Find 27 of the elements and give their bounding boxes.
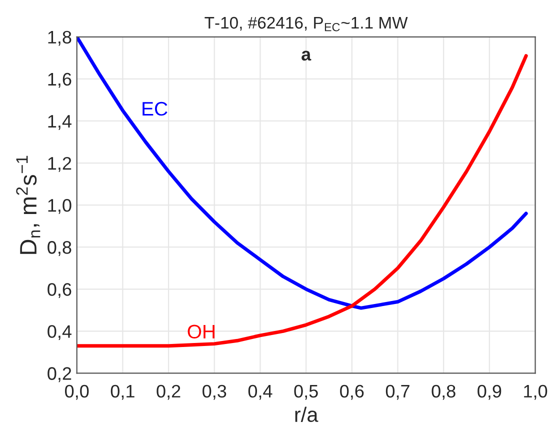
x-tick-label: 0,1 [110,384,134,400]
y-tick-label: 1,2 [48,156,72,172]
y-tick-label: 0,8 [48,241,72,256]
chart-title: T-10, #62416, P$_{EC}$~1.1 MW [204,16,408,32]
x-tick-label: 0,9 [478,384,502,400]
series-label: OH [188,324,214,339]
y-tick-label: 0,6 [48,283,72,298]
y-tick-label: 1,6 [48,72,72,88]
annotation: a [302,50,312,61]
line-series [76,36,528,310]
x-tick-label: 1,0 [524,384,548,400]
x-axis-title: r/a [295,406,318,422]
x-tick-label: 0,4 [248,384,272,400]
x-tick-label: 0,2 [156,384,180,400]
y-tick-label: 1,0 [48,199,72,214]
y-tick-label: 0,2 [48,367,72,382]
series-label: EC [142,102,168,116]
y-tick-label: 1,4 [48,115,72,130]
x-tick-label: 0,5 [294,384,318,400]
x-tick-label: 0,3 [202,384,226,400]
y-tick-label: 1,8 [48,30,72,46]
y-axis-title: D$_{n}$, m$^{2}$s$^{−1}$ [16,156,40,254]
x-tick-label: 0,6 [340,384,364,400]
x-tick-label: 0,0 [65,384,89,400]
x-tick-label: 0,7 [386,384,410,400]
x-tick-label: 0,8 [432,384,456,400]
y-tick-label: 0,4 [48,325,72,340]
